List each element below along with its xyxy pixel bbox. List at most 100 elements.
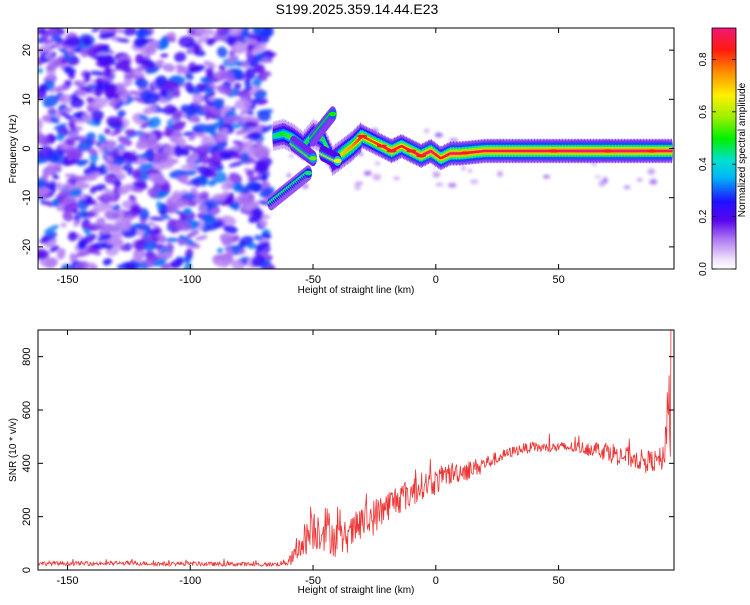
colorbar: 0.0 0.2 0.4 0.6 0.8 Normalized spectral ampl… <box>698 27 748 276</box>
noise-blob <box>253 89 267 100</box>
noise-blob <box>152 257 167 267</box>
noise-blob <box>79 174 97 182</box>
snr-x-tick-label: -150 <box>56 575 78 587</box>
noise-blob <box>124 129 137 136</box>
noise-blob <box>142 240 158 252</box>
noise-blob <box>95 80 103 90</box>
snr-y-tick-label: 600 <box>21 401 33 419</box>
colorbar-gradient <box>711 27 737 270</box>
noise-blob <box>168 107 178 114</box>
noise-blob <box>45 257 58 269</box>
noise-blob <box>175 220 192 232</box>
noise-blob <box>148 188 159 198</box>
ridge-hotspot <box>416 154 427 158</box>
noise-blob <box>64 80 73 85</box>
noise-blob <box>207 113 218 120</box>
ridge-branch <box>333 158 342 164</box>
noise-blob <box>157 108 167 113</box>
noise-blob <box>89 152 99 162</box>
noise-speckle <box>594 175 602 179</box>
noise-blob <box>38 133 50 146</box>
noise-blob <box>120 218 132 231</box>
noise-blob <box>207 179 217 187</box>
ridge-segment <box>321 136 324 141</box>
noise-blob <box>49 181 57 193</box>
spectrogram-x-tick-label: 0 <box>433 274 439 286</box>
noise-blob <box>87 262 97 269</box>
noise-speckle <box>435 182 444 187</box>
noise-blob <box>96 196 109 204</box>
noise-blob <box>187 161 197 170</box>
noise-blob <box>56 248 66 260</box>
noise-blob <box>162 63 176 72</box>
noise-blob <box>67 231 78 242</box>
noise-blob <box>132 70 145 77</box>
noise-blob <box>256 172 263 178</box>
noise-blob <box>217 247 224 254</box>
noise-speckle <box>423 128 430 134</box>
noise-blob <box>45 200 54 207</box>
noise-blob <box>185 230 200 239</box>
noise-blob <box>92 44 110 54</box>
noise-blob <box>42 166 58 176</box>
noise-blob <box>187 28 195 36</box>
noise-blob <box>247 131 262 141</box>
noise-blob <box>220 191 230 198</box>
colorbar-tick-label: 0.6 <box>698 104 709 118</box>
noise-speckle <box>461 165 466 171</box>
noise-blob <box>227 75 236 84</box>
noise-blob <box>80 233 97 245</box>
noise-blob <box>196 165 214 177</box>
noise-blob <box>104 176 117 184</box>
noise-blob <box>58 190 71 196</box>
noise-blob <box>219 151 231 160</box>
noise-blob <box>116 264 128 269</box>
noise-blob <box>255 139 263 149</box>
colorbar-tick-label: 0.4 <box>698 157 709 171</box>
noise-speckle <box>434 132 443 138</box>
noise-blob <box>136 38 154 44</box>
noise-blob <box>97 166 105 175</box>
noise-blob <box>53 123 67 130</box>
noise-blob <box>43 38 55 45</box>
noise-blob <box>119 245 129 252</box>
noise-blob <box>231 259 245 269</box>
noise-blob <box>192 92 204 105</box>
colorbar-tick-label: 0.2 <box>698 209 709 223</box>
noise-blob <box>255 64 266 75</box>
noise-blob <box>129 204 142 215</box>
noise-blob <box>38 145 53 159</box>
noise-blob <box>203 60 216 69</box>
noise-blob <box>261 232 272 240</box>
noise-blob <box>185 72 194 81</box>
noise-blob <box>240 152 250 163</box>
noise-blob <box>230 153 244 160</box>
noise-blob <box>105 164 123 173</box>
noise-blob <box>148 221 155 227</box>
noise-speckle <box>497 170 503 178</box>
figure-title: S199.2025.359.14.44.E23 <box>276 1 439 17</box>
noise-blob <box>200 91 216 102</box>
noise-blob <box>123 73 135 79</box>
noise-blob <box>227 192 235 204</box>
noise-blob <box>223 115 239 124</box>
spectrogram-y-tick-label: 10 <box>21 93 33 105</box>
noise-speckle <box>448 138 459 142</box>
noise-blob <box>42 94 59 108</box>
noise-blob <box>103 90 120 100</box>
noise-blob <box>44 52 53 60</box>
noise-blob <box>108 99 119 107</box>
snr-series-line <box>38 330 674 568</box>
noise-blob <box>222 215 237 225</box>
noise-blob <box>44 224 60 234</box>
noise-blob <box>192 43 201 55</box>
noise-blob <box>56 182 64 193</box>
noise-speckle <box>469 179 479 185</box>
noise-blob <box>261 57 271 64</box>
noise-blob <box>180 210 196 223</box>
spectrogram-noise <box>38 28 658 269</box>
noise-blob <box>136 78 149 89</box>
noise-blob <box>212 98 225 109</box>
noise-blob <box>89 164 96 170</box>
